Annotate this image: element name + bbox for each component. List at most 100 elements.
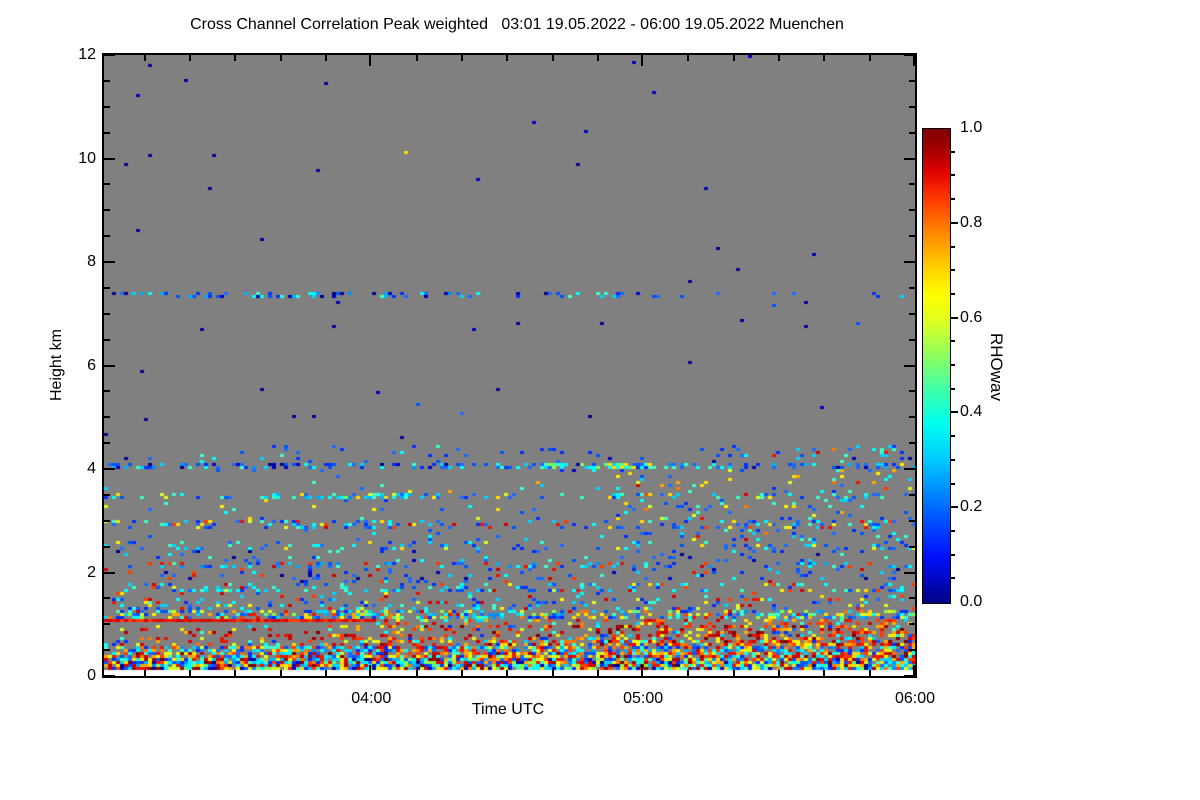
colorbar-label: RHOwav [987, 332, 1006, 402]
tick-mark [104, 442, 110, 445]
tick-mark [909, 235, 915, 238]
tick-mark [778, 670, 781, 676]
colorbar-tick-label: 0.8 [960, 213, 983, 231]
tick-mark [909, 623, 915, 626]
tick-mark [460, 670, 463, 676]
y-tick-label: 10 [78, 149, 96, 167]
tick-mark [909, 442, 915, 445]
tick-mark [506, 670, 509, 676]
tick-mark [143, 670, 146, 676]
tick-mark [904, 157, 915, 160]
tick-mark [104, 675, 115, 677]
tick-mark [909, 79, 915, 82]
colorbar-tick-mark [951, 269, 955, 272]
tick-mark [104, 597, 110, 600]
tick-mark [104, 79, 110, 82]
colorbar-tick-label: 0.2 [960, 498, 983, 516]
tick-mark [189, 55, 192, 61]
tick-mark [596, 670, 599, 676]
colorbar-tick-mark [951, 316, 958, 319]
colorbar-tick-mark [951, 482, 955, 485]
tick-mark [104, 390, 110, 393]
y-tick-label: 0 [87, 667, 96, 684]
colorbar-tick-mark [951, 529, 955, 532]
plot-frame [102, 53, 917, 678]
colorbar-tick-mark [951, 435, 955, 438]
tick-mark [104, 54, 115, 56]
colorbar-tick-mark [951, 245, 955, 248]
tick-mark [104, 261, 115, 263]
colorbar-tick-label: 1.0 [960, 119, 983, 136]
tick-mark [104, 235, 110, 238]
y-tick-label: 4 [87, 460, 96, 477]
tick-mark [904, 261, 915, 263]
x-axis-label: Time UTC [471, 701, 545, 718]
tick-mark [104, 545, 110, 548]
tick-mark [909, 519, 915, 522]
tick-mark [909, 209, 915, 212]
tick-mark [415, 670, 418, 676]
tick-mark [909, 649, 915, 652]
y-tick-label: 12 [78, 46, 96, 63]
colorbar-tick-mark [951, 577, 955, 580]
colorbar-tick-mark [951, 364, 955, 366]
tick-mark [909, 312, 915, 315]
tick-mark [823, 55, 826, 61]
tick-mark [104, 623, 110, 626]
tick-mark [104, 312, 110, 315]
tick-mark [909, 286, 915, 289]
tick-mark [868, 670, 871, 676]
tick-mark [104, 209, 110, 212]
tick-mark [104, 364, 115, 367]
tick-mark [904, 468, 915, 470]
tick-mark [104, 338, 110, 341]
x-tick-label: 06:00 [894, 690, 936, 707]
tick-mark [104, 416, 110, 419]
tick-mark [415, 55, 418, 61]
tick-mark [189, 670, 192, 676]
colorbar-tick-mark [951, 387, 955, 390]
tick-mark [104, 519, 110, 522]
tick-mark [913, 665, 915, 676]
tick-mark [104, 571, 115, 574]
tick-mark [369, 665, 372, 676]
tick-mark [325, 670, 327, 676]
tick-mark [823, 670, 826, 676]
y-tick-label: 2 [87, 563, 96, 581]
colorbar-tick-mark [951, 292, 955, 295]
heatmap-canvas [104, 55, 915, 676]
tick-mark [909, 493, 915, 496]
tick-mark [104, 468, 115, 470]
colorbar-tick-mark [951, 221, 958, 224]
tick-mark [551, 670, 554, 676]
tick-mark [909, 416, 915, 419]
y-axis-label: Height km [48, 328, 65, 402]
tick-mark [104, 493, 110, 496]
tick-mark [909, 597, 915, 600]
tick-mark [904, 675, 915, 677]
tick-mark [904, 364, 915, 367]
tick-mark [909, 338, 915, 341]
tick-mark [369, 55, 372, 66]
y-tick-label: 8 [87, 253, 96, 270]
tick-mark [909, 105, 915, 108]
tick-mark [104, 105, 110, 108]
tick-mark [104, 131, 110, 134]
tick-mark [596, 55, 599, 61]
tick-mark [506, 55, 509, 61]
colorbar-tick-label: 0.6 [960, 308, 983, 326]
tick-mark [904, 54, 915, 56]
tick-mark [732, 55, 735, 61]
tick-mark [868, 55, 871, 61]
tick-mark [279, 670, 282, 676]
tick-mark [687, 670, 690, 676]
tick-mark [104, 157, 115, 160]
tick-mark [234, 55, 237, 61]
tick-mark [732, 670, 735, 676]
tick-mark [104, 649, 110, 652]
colorbar-gradient [922, 128, 951, 604]
x-tick-label: 05:00 [623, 690, 664, 707]
tick-mark [909, 390, 915, 393]
colorbar-tick-mark [951, 150, 955, 153]
